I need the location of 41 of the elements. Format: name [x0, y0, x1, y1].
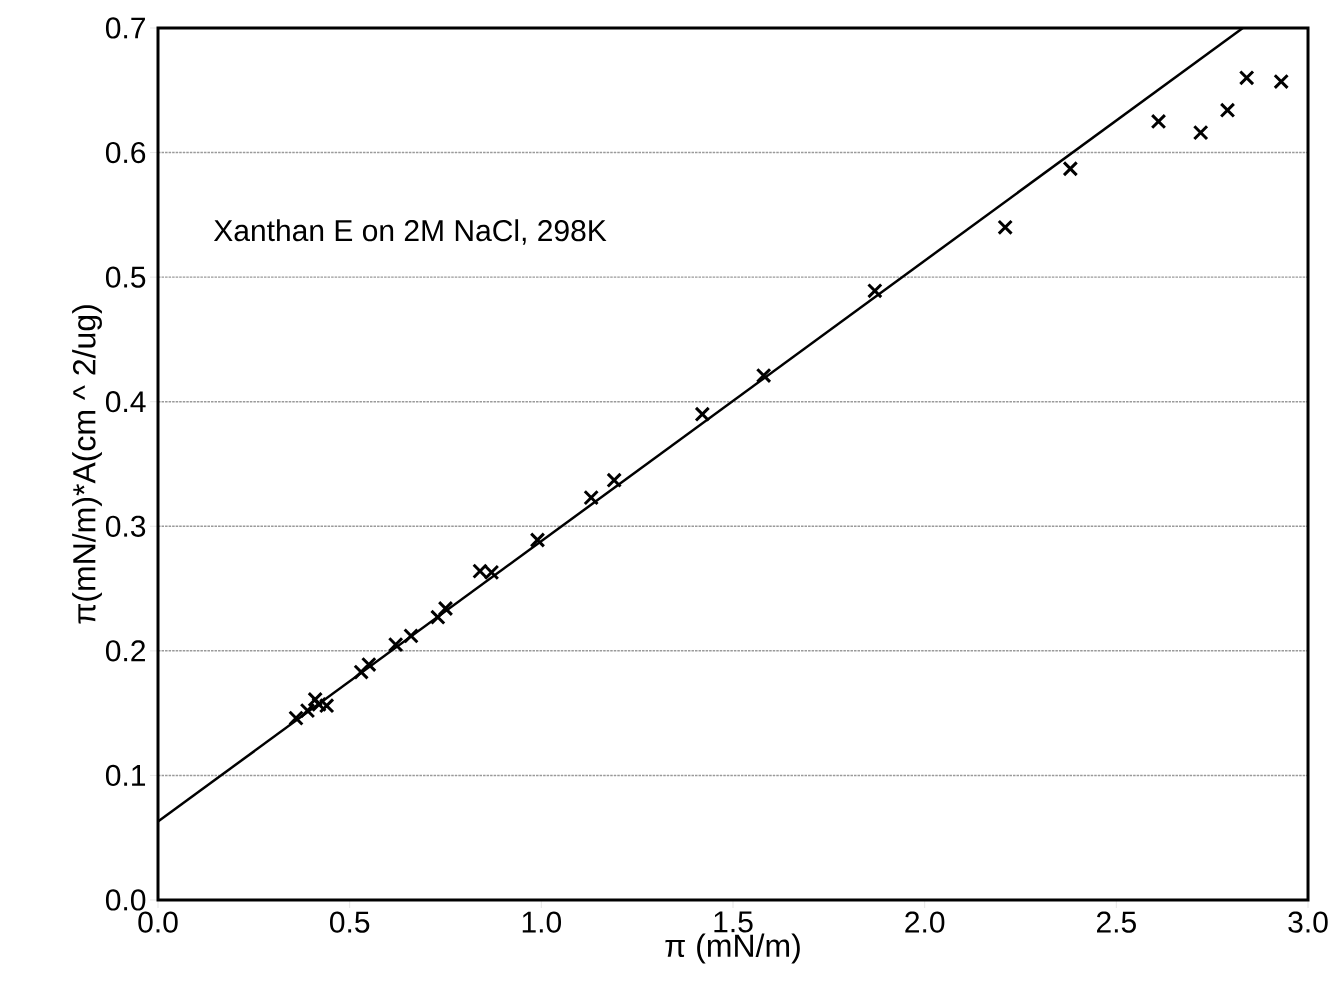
- point: [318, 697, 335, 714]
- point: [867, 282, 883, 299]
- point: [288, 710, 304, 726]
- x-tick-label: 1.5: [714, 911, 753, 933]
- x-axis-title: π (mN/m): [665, 933, 800, 964]
- y-tick-label: 0.4: [105, 391, 146, 413]
- y-tick-label: 0.7: [105, 17, 145, 39]
- y-tick-label: 0.2: [105, 640, 145, 662]
- point: [1219, 102, 1236, 119]
- annotation: Xanthan E on 2M NaCl, 298K: [213, 219, 607, 245]
- y-axis-title: π(mN/m)*A(cm ^ 2/ug): [72, 305, 102, 624]
- y-tick-label: 0.6: [105, 141, 146, 164]
- x-tick-label: 0.0: [138, 911, 178, 933]
- point: [1150, 113, 1167, 130]
- point: [430, 609, 446, 626]
- y-tick-label: 0.1: [105, 764, 146, 787]
- point: [694, 406, 711, 422]
- point: [353, 664, 370, 680]
- point: [529, 532, 546, 548]
- y-tick-label: 0.3: [105, 515, 146, 537]
- x-tick-label: 1.0: [522, 911, 562, 933]
- point: [755, 367, 772, 384]
- point: [307, 691, 324, 708]
- point: [403, 628, 419, 644]
- point: [606, 472, 623, 489]
- point: [1273, 73, 1290, 90]
- point: [361, 656, 377, 673]
- x-tick-label: 2.0: [905, 911, 945, 933]
- x-tick-label: 2.5: [1097, 911, 1136, 933]
- y-tick-label: 0.5: [105, 266, 146, 288]
- y-tick-label: 0.0: [105, 889, 146, 911]
- point: [997, 219, 1014, 236]
- point: [437, 600, 454, 617]
- point: [299, 702, 316, 719]
- point: [387, 636, 404, 653]
- point: [1192, 124, 1209, 141]
- point: [1062, 160, 1079, 177]
- x-tick-label: 0.5: [329, 911, 370, 933]
- point: [1238, 69, 1255, 86]
- point: [583, 489, 600, 506]
- x-tick-label: 3.0: [1288, 911, 1328, 933]
